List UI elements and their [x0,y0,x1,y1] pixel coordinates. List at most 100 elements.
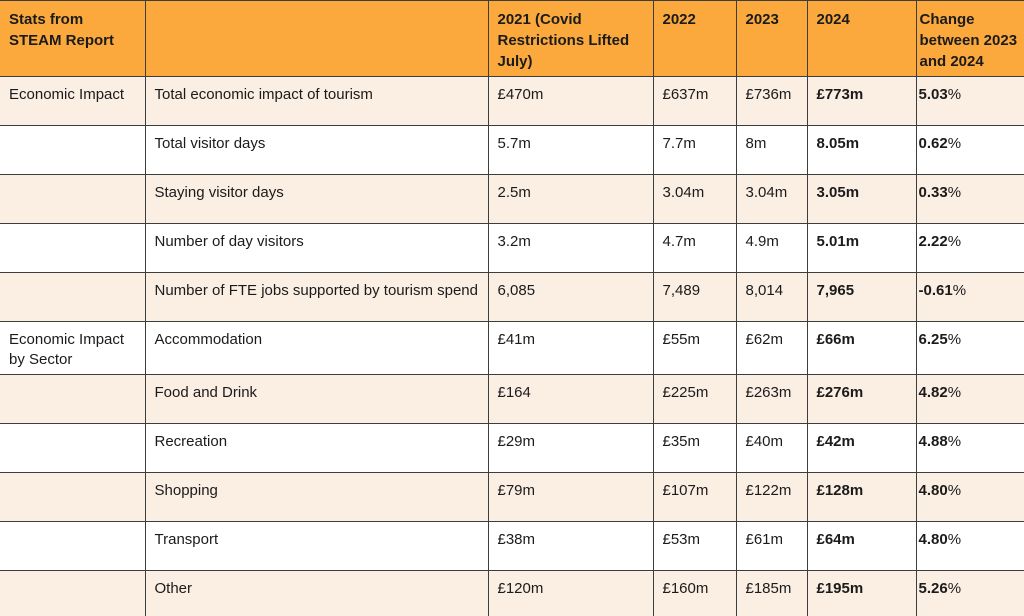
value-2021: 5.7m [487,125,654,175]
metric-cell: Food and Drink [144,374,489,424]
metric-cell: Total economic impact of tourism [144,76,489,126]
category-cell [0,374,146,424]
change-value: 5.03 [918,86,948,103]
value-2023: £61m [735,521,808,571]
value-2023: £736m [735,76,808,126]
percent-sign: % [952,282,967,299]
change-cell: 4.82% [915,374,1024,424]
value-2024: 3.05m [806,174,917,224]
value-2023: £263m [735,374,808,424]
value-2024: £128m [806,472,917,522]
change-value: 2.22 [918,233,948,250]
value-2022: 7,489 [652,272,737,322]
metric-cell: Number of FTE jobs supported by tourism … [144,272,489,322]
change-value: 4.88 [918,433,948,450]
change-value: 0.33 [918,184,948,201]
header-2024: 2024 [806,0,917,77]
metric-cell: Number of day visitors [144,223,489,273]
value-2022: £160m [652,570,737,616]
value-2021: £41m [487,321,654,375]
change-cell: 6.25% [915,321,1024,375]
value-2023: £122m [735,472,808,522]
value-2021: 2.5m [487,174,654,224]
value-2021: 6,085 [487,272,654,322]
value-2022: £637m [652,76,737,126]
header-2023: 2023 [735,0,808,77]
category-cell [0,472,146,522]
header-row: Stats from STEAM Report 2021 (Covid Rest… [0,0,1024,77]
change-value: 4.82 [918,384,948,401]
table-row: Economic Impact Total economic impact of… [0,76,1024,126]
metric-cell: Staying visitor days [144,174,489,224]
value-2022: 3.04m [652,174,737,224]
change-value: 5.26 [918,580,948,597]
value-2022: £53m [652,521,737,571]
value-2024: £773m [806,76,917,126]
table-row: Number of day visitors 3.2m 4.7m 4.9m 5.… [0,223,1024,273]
value-2022: 7.7m [652,125,737,175]
value-2021: £164 [487,374,654,424]
header-change: Change between 2023 and 2024 [915,0,1024,77]
table-row: Other £120m £160m £185m £195m 5.26% [0,570,1024,616]
change-value: 4.80 [918,482,948,499]
value-2023: £40m [735,423,808,473]
value-2024: £42m [806,423,917,473]
category-cell [0,570,146,616]
table-header: Stats from STEAM Report 2021 (Covid Rest… [0,0,1024,77]
value-2023: £62m [735,321,808,375]
category-cell [0,521,146,571]
change-cell: 4.80% [915,521,1024,571]
category-cell: Economic Impact [0,76,146,126]
value-2022: 4.7m [652,223,737,273]
percent-sign: % [947,86,962,103]
change-cell: 0.62% [915,125,1024,175]
value-2021: £38m [487,521,654,571]
metric-cell: Recreation [144,423,489,473]
value-2024: 7,965 [806,272,917,322]
table-row: Transport £38m £53m £61m £64m 4.80% [0,521,1024,571]
value-2021: £120m [487,570,654,616]
category-cell [0,174,146,224]
percent-sign: % [947,135,962,152]
metric-cell: Total visitor days [144,125,489,175]
value-2022: £35m [652,423,737,473]
table-row: Economic Impact by Sector Accommodation … [0,321,1024,375]
metric-cell: Shopping [144,472,489,522]
table-row: Food and Drink £164 £225m £263m £276m 4.… [0,374,1024,424]
change-cell: 0.33% [915,174,1024,224]
header-2022: 2022 [652,0,737,77]
value-2024: £195m [806,570,917,616]
change-cell: 5.26% [915,570,1024,616]
value-2024: £276m [806,374,917,424]
percent-sign: % [947,482,962,499]
percent-sign: % [947,433,962,450]
percent-sign: % [947,331,962,348]
value-2023: 8m [735,125,808,175]
percent-sign: % [947,184,962,201]
value-2023: 4.9m [735,223,808,273]
value-2024: £66m [806,321,917,375]
value-2023: £185m [735,570,808,616]
value-2022: £107m [652,472,737,522]
change-cell: -0.61% [915,272,1024,322]
value-2021: £29m [487,423,654,473]
table-row: Number of FTE jobs supported by tourism … [0,272,1024,322]
table-row: Total visitor days 5.7m 7.7m 8m 8.05m 0.… [0,125,1024,175]
category-cell [0,272,146,322]
percent-sign: % [947,384,962,401]
percent-sign: % [947,233,962,250]
change-value: 6.25 [918,331,948,348]
value-2022: £55m [652,321,737,375]
table-row: Shopping £79m £107m £122m £128m 4.80% [0,472,1024,522]
category-cell [0,423,146,473]
category-cell [0,223,146,273]
change-cell: 4.80% [915,472,1024,522]
change-value: 0.62 [918,135,948,152]
change-value: -0.61 [918,282,953,299]
value-2021: £470m [487,76,654,126]
percent-sign: % [947,531,962,548]
percent-sign: % [947,580,962,597]
header-2021: 2021 (Covid Restrictions Lifted July) [487,0,654,77]
change-cell: 4.88% [915,423,1024,473]
